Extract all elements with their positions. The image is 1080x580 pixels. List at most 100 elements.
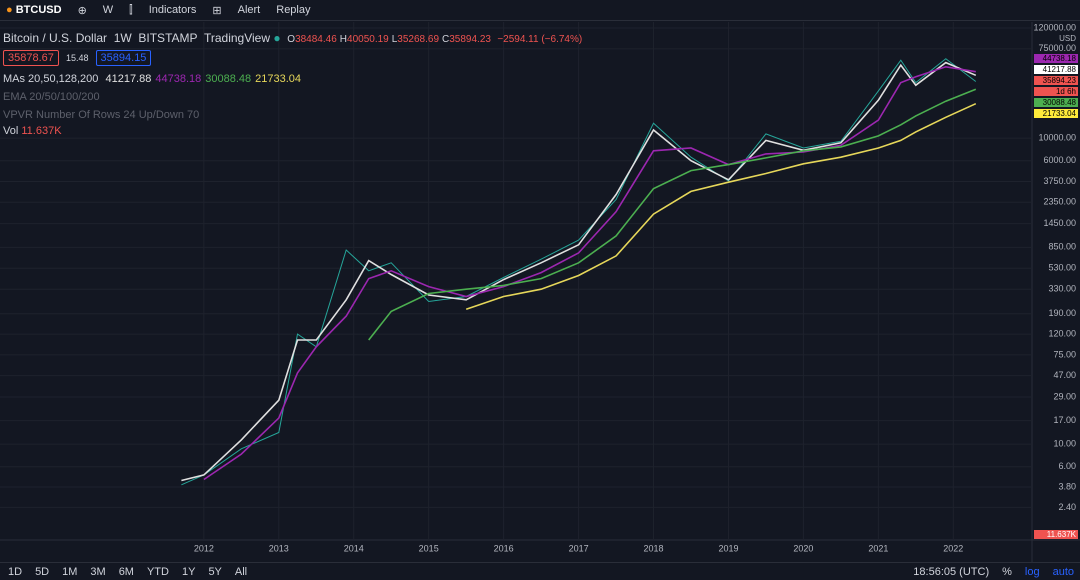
y-tick-label: 3.80: [1058, 481, 1076, 491]
symbol-text: BTCUSD: [15, 4, 62, 16]
y-tick-label: 120000.00: [1033, 22, 1076, 32]
x-tick-label: 2015: [419, 543, 439, 553]
bottom-bar: 1D 5D 1M 3M 6M YTD 1Y 5Y All 18:56:05 (UTC) % lo…: [0, 562, 1080, 580]
x-tick-label: 2020: [793, 543, 813, 553]
y-tick-label: 75000.00: [1038, 43, 1076, 53]
alert[interactable]: Alert: [237, 4, 261, 16]
series-line: [181, 58, 977, 486]
percent[interactable]: %: [1002, 565, 1012, 578]
y-tick-label: 6000.00: [1043, 155, 1076, 165]
legend-source: TradingView: [203, 31, 271, 45]
symbol[interactable]: ● BTCUSD: [6, 4, 62, 16]
vol-label: Vol: [3, 125, 19, 137]
range-button[interactable]: 1D: [8, 565, 23, 578]
range-button[interactable]: 1M: [62, 565, 78, 578]
currency: USD: [1059, 34, 1076, 43]
range-button[interactable]: YTD: [146, 565, 169, 578]
change: −2594.11 (−6.74%): [497, 34, 583, 45]
ohlc-key: C: [442, 34, 450, 45]
ma-row: MAs 20,50,128,200 41217.88 44738.18 30088.…: [3, 73, 301, 85]
x-tick-label: 2021: [868, 543, 888, 553]
spread: 15.48: [65, 53, 89, 63]
add[interactable]: ⊕: [77, 4, 87, 17]
price-box: 21733.04: [1034, 109, 1078, 118]
y-tick-label: 29.00: [1053, 391, 1076, 401]
layouts[interactable]: ⊞: [212, 4, 222, 17]
range-button[interactable]: 1Y: [181, 565, 196, 578]
x-tick-label: 2022: [943, 543, 963, 553]
ma-value: 44738.18: [155, 73, 202, 85]
price-box: 1d 6h: [1034, 87, 1078, 96]
ma-value: 21733.04: [255, 73, 302, 85]
y-tick-label: 2.40: [1058, 502, 1076, 512]
x-tick-label: 2017: [569, 543, 589, 553]
range-button[interactable]: 6M: [118, 565, 134, 578]
replay[interactable]: Replay: [276, 4, 311, 16]
ohlc-value: 38484.46: [295, 34, 337, 45]
x-tick-label: 2014: [344, 543, 364, 553]
bid[interactable]: 35878.67: [3, 50, 59, 66]
series-line: [368, 88, 977, 341]
vpvr-label: VPVR Number Of Rows 24 Up/Down 70: [3, 109, 200, 121]
ohlc-value: 40050.19: [347, 34, 389, 45]
vol-value: 11.637K: [21, 125, 62, 137]
y-tick-label: 120.00: [1048, 328, 1076, 338]
ma-value: 30088.48: [205, 73, 252, 85]
ema-label: EMA 20/50/100/200: [3, 91, 100, 103]
y-tick-label: 17.00: [1053, 415, 1076, 425]
toolbar: ● BTCUSD ⊕ W ⫿ Indicators ⊞ Alert Replay: [0, 0, 1080, 21]
auto[interactable]: auto: [1052, 565, 1074, 578]
range-button[interactable]: 3M: [90, 565, 106, 578]
vol-row: Vol 11.637K: [3, 125, 62, 137]
series-line: [203, 65, 976, 481]
x-tick-label: 2019: [718, 543, 738, 553]
ohlc-key: L: [391, 34, 398, 45]
chart: 120000.00 75000.00 10000.00 6000.00 3750.00 2…: [0, 22, 1080, 562]
legend-title: Bitcoin / U.S. Dollar: [3, 31, 108, 45]
y-tick-label: 47.00: [1053, 370, 1076, 380]
y-tick-label: 1450.00: [1043, 218, 1076, 228]
price-box: 44738.18: [1034, 54, 1078, 63]
y-tick-label: 530.00: [1048, 263, 1076, 273]
ohlc-key: O: [287, 34, 296, 45]
x-tick-label: 2016: [494, 543, 514, 553]
legend-interval: 1W: [113, 31, 132, 45]
interval[interactable]: W: [102, 4, 114, 16]
range-button[interactable]: 5Y: [208, 565, 222, 578]
ma-value: 41217.88: [105, 73, 152, 85]
ma-label: MAs 20,50,128,200: [3, 73, 99, 85]
time: 18:56:05 (UTC): [913, 565, 990, 578]
x-tick-label: 2018: [644, 543, 664, 553]
x-tick-label: 2012: [194, 543, 214, 553]
y-tick-label: 850.00: [1048, 242, 1076, 252]
ohlc-key: H: [339, 34, 348, 45]
ohlc-value: 35268.69: [397, 34, 440, 45]
quote-row: 35878.67 15.48 35894.15: [3, 50, 152, 66]
legend-title-row: Bitcoin / U.S. Dollar 1W BITSTAMP Tradin…: [3, 31, 583, 45]
price-box: 41217.88: [1034, 65, 1078, 74]
log[interactable]: log: [1024, 565, 1040, 578]
range-button[interactable]: All: [234, 565, 248, 578]
ranges: 1D 5D 1M 3M 6M YTD 1Y 5Y All: [8, 566, 247, 578]
ohlc-value: 35894.23: [449, 34, 491, 45]
ma-values: 41217.88 44738.18 30088.48 21733.04: [101, 73, 301, 85]
y-tick-label: 3750.00: [1043, 176, 1076, 186]
price-box: 30088.48: [1034, 98, 1078, 107]
ohlc: O38484.46 H40050.19 L35268.69 C35894.23: [287, 34, 494, 45]
volume-box: 11.637K: [1034, 530, 1078, 539]
y-tick-label: 10.00: [1053, 439, 1076, 449]
indicators[interactable]: Indicators: [148, 4, 197, 16]
y-tick-label: 75.00: [1053, 349, 1076, 359]
legend-exchange: BITSTAMP: [138, 31, 198, 45]
y-tick-label: 330.00: [1048, 284, 1076, 294]
y-tick-label: 10000.00: [1038, 132, 1076, 142]
x-tick-label: 2013: [269, 543, 289, 553]
y-tick-label: 190.00: [1048, 308, 1076, 318]
ask[interactable]: 35894.15: [95, 50, 152, 66]
y-tick-label: 2350.00: [1043, 197, 1076, 207]
range-button[interactable]: 5D: [35, 565, 50, 578]
series-line: [465, 102, 977, 311]
chart-style[interactable]: ⫿: [129, 3, 133, 16]
price-box: 35894.23: [1034, 76, 1078, 85]
